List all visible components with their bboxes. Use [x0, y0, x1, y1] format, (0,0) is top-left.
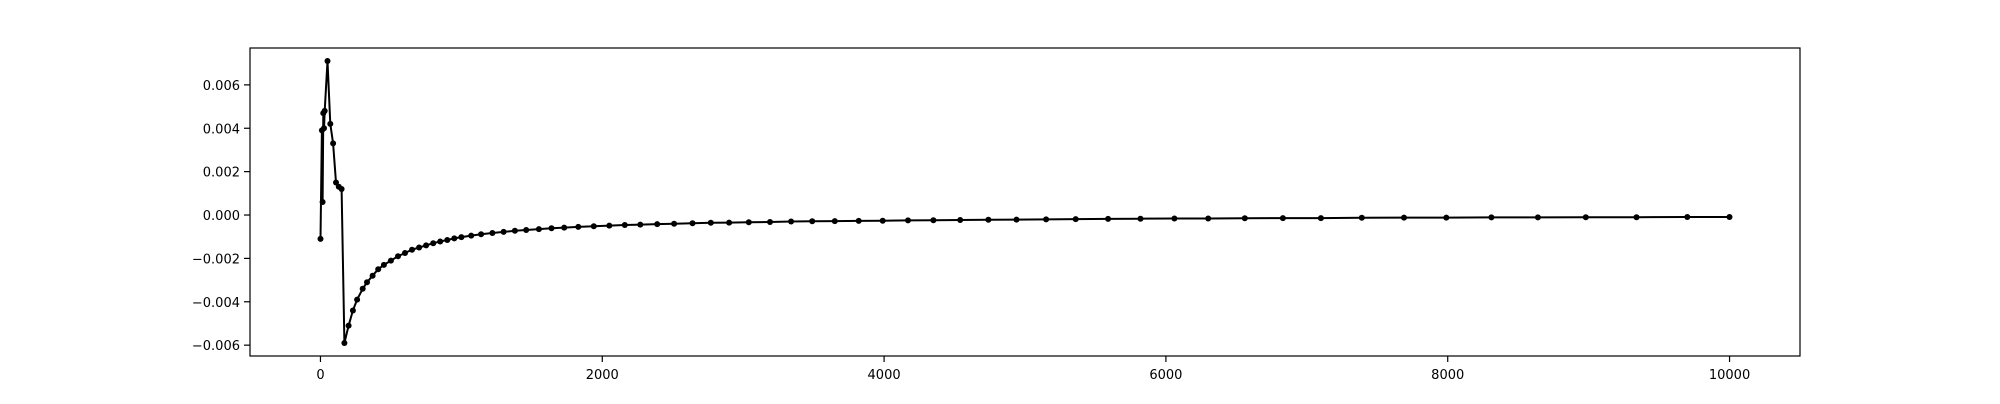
data-point: [444, 237, 451, 243]
data-point: [575, 223, 582, 230]
data-point: [1633, 214, 1640, 221]
data-point: [621, 222, 628, 228]
data-point: [1137, 215, 1144, 222]
data-point: [321, 125, 327, 132]
data-point: [1241, 215, 1248, 222]
data-point: [511, 227, 518, 234]
y-axis: −0.006 −0.004 −0.002 0.000 0.002 0.004 0.006: [192, 79, 250, 354]
data-point: [1726, 214, 1733, 220]
data-point: [1205, 215, 1212, 222]
x-tick-label: 8000: [1431, 368, 1464, 383]
y-tick-label: −0.004: [192, 296, 240, 311]
data-point: [341, 340, 348, 346]
data-point: [831, 218, 838, 225]
y-tick-label: −0.006: [192, 339, 240, 354]
data-point: [689, 220, 696, 227]
data-point: [458, 234, 465, 241]
data-point: [345, 322, 352, 329]
data-point: [957, 217, 964, 223]
data-point: [416, 244, 423, 251]
data-point: [478, 231, 485, 238]
x-tick-label: 10000: [1709, 368, 1750, 383]
data-point: [707, 219, 714, 226]
data-point: [468, 232, 475, 239]
data-point: [317, 235, 324, 242]
data-point: [1488, 214, 1495, 221]
data-point: [788, 218, 795, 225]
data-point: [330, 140, 337, 147]
data-point: [369, 272, 376, 279]
plot-frame: [249, 47, 1801, 357]
x-tick-label: 0: [316, 368, 324, 383]
plot-area: [250, 48, 1800, 356]
data-point: [606, 222, 613, 229]
data-point: [375, 266, 382, 273]
data-point: [430, 240, 437, 247]
data-point: [1401, 214, 1407, 221]
data-point: [1358, 214, 1365, 221]
data-point: [1171, 215, 1178, 222]
data-point: [327, 120, 334, 127]
data-point: [726, 219, 733, 226]
data-point: [1534, 214, 1541, 221]
data-point: [349, 307, 356, 314]
data-point: [1443, 214, 1450, 221]
data-point: [359, 285, 366, 292]
series-markers: [317, 58, 1733, 346]
data-point: [523, 227, 530, 233]
data-point: [561, 224, 568, 231]
data-point: [905, 217, 911, 224]
data-point: [423, 242, 430, 249]
data-point: [380, 261, 387, 268]
x-tick-label: 4000: [868, 368, 901, 383]
y-tick-label: 0.004: [203, 122, 240, 137]
data-point: [500, 228, 507, 235]
y-tick-label: 0.000: [203, 209, 240, 224]
data-point: [637, 221, 644, 228]
data-point: [1684, 214, 1691, 220]
data-point: [1072, 216, 1079, 223]
data-point: [809, 218, 816, 225]
data-point: [1317, 215, 1324, 222]
data-point: [402, 250, 408, 256]
data-point: [745, 219, 752, 226]
data-point: [671, 220, 678, 227]
data-point: [489, 230, 496, 236]
data-point: [409, 246, 415, 253]
data-point: [535, 226, 542, 233]
x-tick-label: 2000: [586, 368, 619, 383]
data-point: [364, 279, 370, 286]
data-point: [354, 296, 361, 303]
data-point: [451, 235, 458, 242]
data-point: [333, 179, 339, 186]
y-tick-label: 0.006: [203, 79, 240, 94]
y-tick-label: −0.002: [192, 252, 240, 267]
data-point: [879, 217, 886, 224]
y-tick-label: 0.002: [203, 166, 240, 181]
data-point: [654, 221, 661, 228]
data-point: [437, 238, 444, 245]
data-point: [321, 107, 328, 114]
data-point: [324, 58, 331, 64]
data-point: [855, 217, 862, 224]
x-tick-label: 6000: [1149, 368, 1182, 383]
data-point: [590, 223, 597, 230]
data-point: [387, 257, 394, 264]
data-point: [1582, 214, 1589, 221]
data-point: [985, 216, 992, 223]
data-point: [319, 199, 326, 205]
data-point: [1043, 216, 1050, 223]
data-point: [1013, 216, 1020, 223]
data-point: [1105, 215, 1112, 222]
data-point: [338, 186, 345, 192]
data-point: [1279, 215, 1286, 222]
data-point: [930, 217, 937, 224]
x-axis: 0 2000 4000 6000 8000 10000: [316, 356, 1750, 383]
data-point: [767, 219, 773, 225]
data-point: [395, 253, 401, 260]
data-point: [548, 225, 555, 232]
